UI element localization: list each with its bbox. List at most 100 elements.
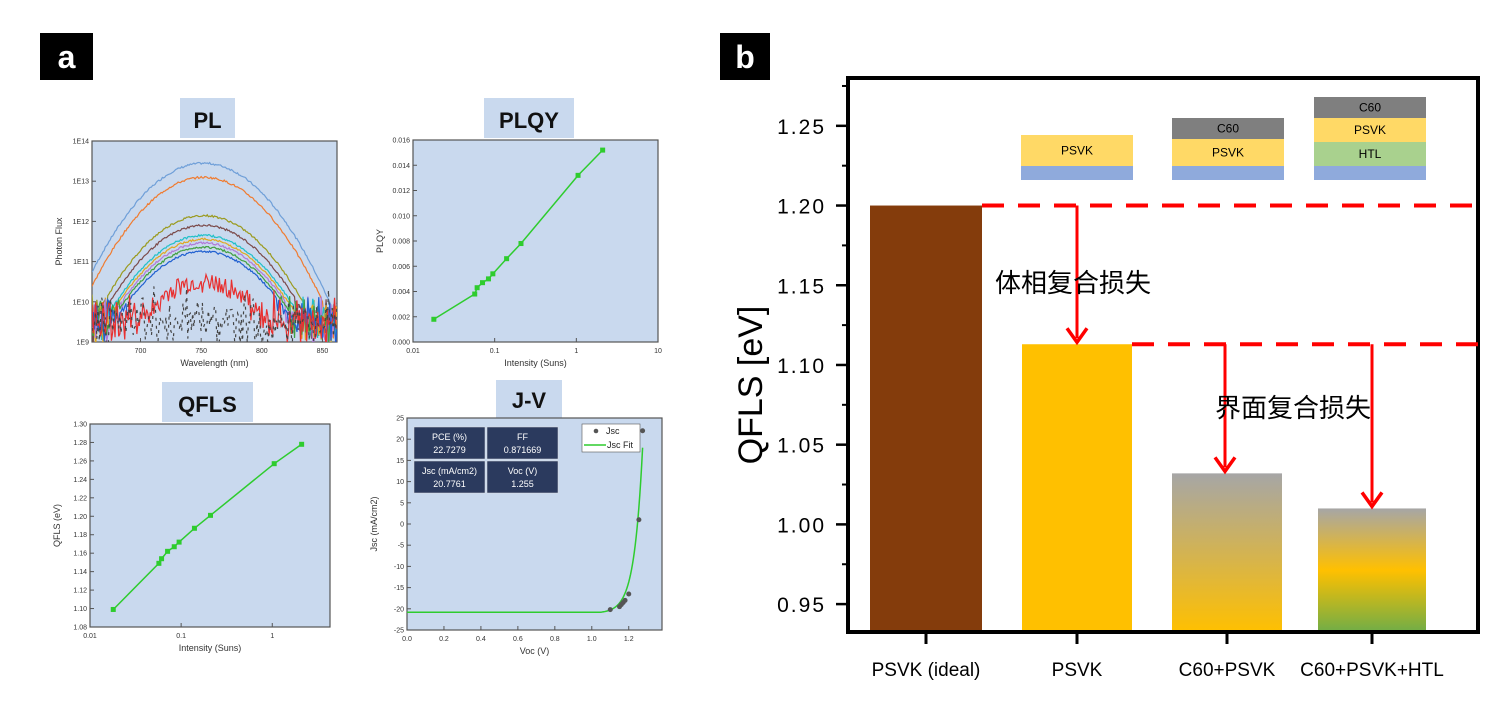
jv-title-box bbox=[496, 380, 562, 418]
jv-fit-line bbox=[407, 447, 644, 613]
jv-xtick-label: 0.0 bbox=[402, 636, 412, 643]
plqy-data-point bbox=[480, 280, 486, 286]
qfls-xtick-label: 1 bbox=[270, 633, 274, 640]
jv-data-point bbox=[622, 597, 628, 603]
layer-stack-layer bbox=[1314, 118, 1426, 142]
pl-spectrum-line bbox=[92, 272, 337, 342]
y-tick-label: 1.05 bbox=[777, 435, 826, 458]
plot-frame bbox=[846, 76, 1480, 634]
y-tick-label: 1.10 bbox=[777, 355, 826, 378]
qfls-title: QFLS bbox=[178, 392, 237, 417]
plqy-plot-area bbox=[412, 139, 659, 343]
pl-spectrum-line bbox=[92, 175, 337, 339]
qfls-title-box bbox=[162, 382, 253, 422]
layer-stack-layer bbox=[1172, 166, 1284, 180]
bar bbox=[1022, 344, 1132, 632]
jv-ytick-label: 0 bbox=[400, 522, 404, 529]
y-tick-label: 1.20 bbox=[777, 196, 826, 219]
bar bbox=[1172, 473, 1282, 632]
qfls-ytick-label: 1.20 bbox=[73, 514, 87, 521]
plqy-xtick-label: 0.1 bbox=[490, 348, 500, 355]
plqy-ytick-label: 0.004 bbox=[392, 289, 410, 296]
pl-xtick-label: 800 bbox=[256, 348, 268, 355]
jv-ytick-label: 5 bbox=[400, 500, 404, 507]
bar bbox=[870, 205, 982, 633]
plqy-data-point bbox=[431, 316, 437, 322]
plqy-ytick-label: 0.012 bbox=[392, 188, 410, 195]
pl-spectrum-line bbox=[92, 250, 337, 342]
jv-chart: J-V 0.0 0.2 0.4 0.6 0.8 1.0 1.2 -25 -20 -15 -10 -5 0 5… bbox=[369, 380, 663, 656]
y-tick-label: 1.15 bbox=[777, 275, 826, 298]
qfls-xtick-label: 0.01 bbox=[83, 633, 97, 640]
layer-label: C60 bbox=[1359, 101, 1381, 115]
jv-stat-box bbox=[486, 426, 559, 460]
plqy-data-point bbox=[490, 271, 496, 277]
layer-stack-layer bbox=[1314, 142, 1426, 166]
pl-title: PL bbox=[193, 108, 221, 133]
layer-stack-layer bbox=[1172, 118, 1284, 139]
jv-legend-marker-points bbox=[593, 428, 599, 434]
jv-xtick-label: 0.8 bbox=[550, 636, 560, 643]
jv-ytick-label: -10 bbox=[394, 564, 404, 571]
pl-ytick-label: 1E13 bbox=[73, 179, 89, 186]
jv-ytick-label: 15 bbox=[396, 458, 404, 465]
arrow-head-icon bbox=[1213, 456, 1237, 475]
plqy-ytick-label: 0.006 bbox=[392, 264, 410, 271]
qfls-ytick-label: 1.28 bbox=[73, 440, 87, 447]
qfls-ytick-label: 1.22 bbox=[73, 495, 87, 502]
jv-stat-box bbox=[486, 460, 559, 494]
y-tick-label: 1.00 bbox=[777, 514, 826, 537]
jv-xtick-label: 0.4 bbox=[476, 636, 486, 643]
qfls-ytick-label: 1.30 bbox=[73, 422, 87, 429]
x-tick-label: PSVK bbox=[1052, 660, 1103, 681]
layer-label: PSVK bbox=[1212, 146, 1244, 160]
jv-y-axis-label: Jsc (mA/cm2) bbox=[369, 496, 379, 551]
plqy-ytick-label: 0.014 bbox=[392, 163, 410, 170]
jv-xtick-label: 1.0 bbox=[587, 636, 597, 643]
x-tick-label: PSVK (ideal) bbox=[872, 660, 981, 681]
layer-stack-layer bbox=[1172, 139, 1284, 166]
qfls-data-point bbox=[159, 556, 165, 562]
jv-data-point bbox=[607, 607, 613, 613]
pl-xtick-label: 700 bbox=[135, 348, 147, 355]
jv-stat-value: 0.871669 bbox=[504, 445, 542, 455]
bar bbox=[1318, 508, 1426, 632]
jv-legend-label-fit: Jsc Fit bbox=[607, 440, 633, 450]
pl-ytick-label: 1E10 bbox=[73, 299, 89, 306]
jv-xtick-label: 1.2 bbox=[624, 636, 634, 643]
plqy-title: PLQY bbox=[499, 108, 559, 133]
jv-stat-value: 20.7761 bbox=[433, 479, 466, 489]
plqy-ytick-label: 0.016 bbox=[392, 138, 410, 145]
jv-ytick-label: -20 bbox=[394, 606, 404, 613]
pl-x-axis-label: Wavelength (nm) bbox=[180, 358, 248, 368]
pl-xtick-label: 750 bbox=[195, 348, 207, 355]
layer-stack-layer bbox=[1314, 166, 1426, 180]
plqy-data-point bbox=[504, 256, 510, 262]
layer-stack-layer bbox=[1314, 97, 1426, 118]
layer-label: PSVK bbox=[1354, 123, 1386, 137]
plqy-xtick-label: 10 bbox=[654, 348, 662, 355]
jv-stat-label: Jsc (mA/cm2) bbox=[422, 466, 477, 476]
annotation-interface-loss: 界面复合损失 bbox=[1215, 393, 1371, 423]
y-tick-label: 0.95 bbox=[777, 594, 826, 617]
plqy-data-point bbox=[600, 147, 606, 153]
jv-data-point bbox=[626, 591, 632, 597]
plqy-chart: PLQY 0.01 0.1 1 10 0.000 0.002 0.004 0.006 0.008 0… bbox=[375, 98, 662, 368]
layer-label: C60 bbox=[1217, 122, 1239, 136]
qfls-ytick-label: 1.10 bbox=[73, 606, 87, 613]
plqy-ytick-label: 0.000 bbox=[392, 340, 410, 347]
jv-ytick-label: -25 bbox=[394, 628, 404, 635]
plqy-ytick-label: 0.008 bbox=[392, 239, 410, 246]
pl-xtick-label: 850 bbox=[317, 348, 329, 355]
qfls-data-point bbox=[156, 560, 162, 566]
jv-stat-box bbox=[413, 426, 486, 460]
plqy-title-box bbox=[484, 98, 574, 138]
jv-ytick-label: 10 bbox=[396, 479, 404, 486]
jv-data-point bbox=[636, 517, 642, 523]
jv-ytick-label: -5 bbox=[398, 543, 404, 550]
pl-title-box bbox=[180, 98, 235, 138]
qfls-data-point bbox=[171, 544, 177, 550]
jv-xtick-label: 0.2 bbox=[439, 636, 449, 643]
pl-spectrum-line bbox=[92, 286, 337, 342]
